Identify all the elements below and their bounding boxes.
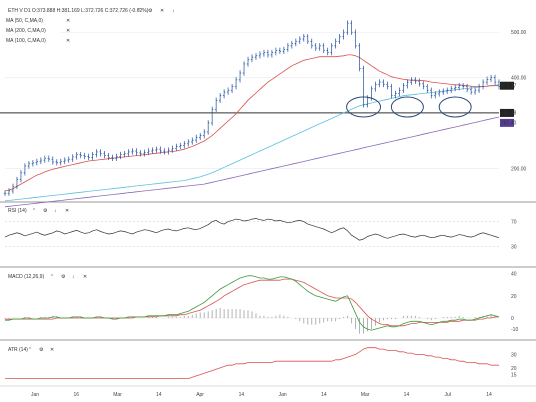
price-y-tick-label: 400.00 [511, 76, 527, 82]
close-icon[interactable]: ✕ [65, 208, 69, 214]
atr-y-tick-label: 20 [511, 366, 517, 372]
support-test-annotation [438, 96, 472, 118]
gear-icon[interactable]: ⚙ [61, 274, 66, 280]
close-icon[interactable]: ✕ [50, 347, 54, 353]
price-badge [500, 118, 514, 127]
close-icon[interactable]: ✕ [66, 18, 70, 24]
indicator-legend-label: MA (50, C,MA,0) [6, 18, 43, 24]
x-axis-tick-label: 14 [404, 392, 410, 398]
price-badge-label: 282.40 [501, 121, 517, 127]
x-axis-tick-label: 14 [486, 392, 492, 398]
rsi-line [4, 218, 500, 241]
x-axis-tick-label: 14 [321, 392, 327, 398]
x-axis-tick-label: 14 [156, 392, 162, 398]
x-axis-tick-label: Mar [113, 392, 122, 398]
macd-y-tick-label: 40 [511, 272, 517, 278]
chevron-up-icon[interactable]: ⌃ [137, 8, 141, 14]
support-test-annotation [390, 96, 424, 118]
rsi-y-tick-label: 70 [511, 220, 517, 226]
macd-line [5, 275, 500, 331]
x-axis-tick-label: Jan [31, 392, 39, 398]
arrow-down-icon[interactable]: ↓ [54, 208, 57, 214]
price-badge-label: 352.48 [501, 111, 517, 117]
x-axis-tick-label: Jan [279, 392, 287, 398]
price-badge [500, 108, 514, 117]
x-axis-tick-label: 16 [73, 392, 79, 398]
gear-icon[interactable]: ⚙ [148, 8, 153, 14]
gear-icon[interactable]: ⚙ [39, 347, 44, 353]
price-y-tick-label: 200.00 [511, 166, 527, 172]
support-test-annotation [346, 96, 382, 118]
macd-y-tick-label: 20 [511, 294, 517, 300]
close-icon[interactable]: ✕ [66, 38, 70, 44]
indicator-legend-label: MA (200, C,MA,0) [6, 28, 46, 34]
chevron-up-icon[interactable]: ⌃ [28, 347, 32, 353]
chart-header: ETH V D1 O:373.888 H:381.169 L:372.726 C… [8, 8, 149, 14]
price-badge [500, 81, 514, 90]
atr-y-tick-label: 30 [511, 352, 517, 358]
indicator-legend-bg [5, 17, 60, 24]
macd-header: MACD (12,26,9) [8, 274, 44, 280]
chevron-up-icon[interactable]: ⌃ [50, 274, 54, 280]
indicator-legend-label: MA (100, C,MA,0) [6, 38, 46, 44]
macd-y-tick-label: -10 [511, 327, 518, 333]
ma50-line [4, 54, 499, 192]
macd-signal-line [5, 278, 499, 327]
close-icon[interactable]: ✕ [66, 28, 70, 34]
chevron-up-icon[interactable]: ⌃ [32, 208, 36, 214]
arrow-down-icon[interactable]: ↓ [172, 8, 175, 14]
x-axis-tick-label: 14 [239, 392, 245, 398]
x-axis-tick-label: Apr [196, 392, 204, 398]
price-y-tick-label: 500.00 [511, 30, 527, 36]
atr-header: ATR (14) [8, 347, 28, 353]
ma100-line [4, 84, 500, 202]
x-axis-tick-label: Jul [445, 392, 451, 398]
atr-y-tick-label: 15 [511, 373, 517, 379]
rsi-y-tick-label: 30 [511, 244, 517, 250]
close-icon[interactable]: ✕ [83, 274, 87, 280]
indicator-legend-bg [5, 37, 60, 44]
price-badge-label: 378.37 [501, 84, 517, 90]
macd-y-tick-label: 0 [511, 316, 514, 322]
rsi-header: RSI (14) [8, 208, 27, 214]
ma200-line [4, 116, 500, 208]
close-icon[interactable]: ✕ [160, 8, 164, 14]
arrow-down-icon[interactable]: ↓ [72, 274, 75, 280]
atr-line [5, 347, 499, 380]
gear-icon[interactable]: ⚙ [43, 208, 48, 214]
x-axis-tick-label: Mar [361, 392, 370, 398]
indicator-legend-bg [5, 27, 60, 34]
